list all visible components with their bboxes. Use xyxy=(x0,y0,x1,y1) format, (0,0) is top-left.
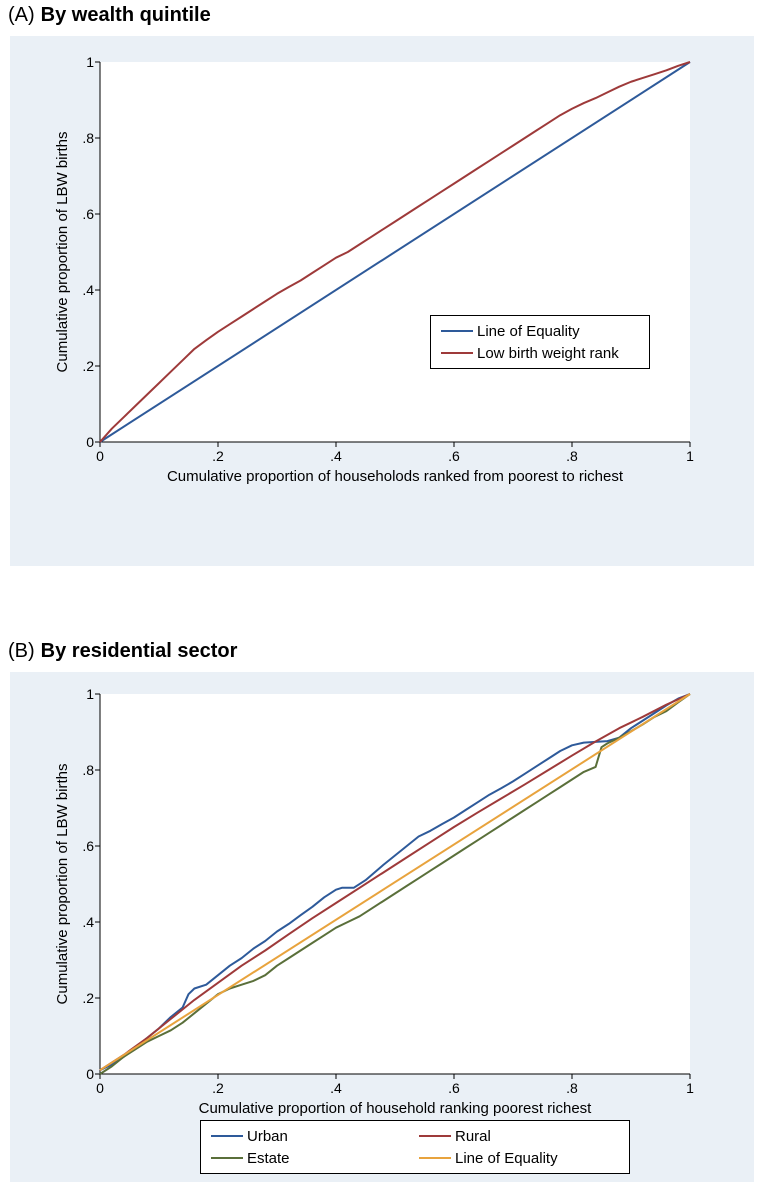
legend-swatch xyxy=(437,347,477,359)
x-tick-label: 0 xyxy=(96,448,104,464)
y-tick-label: .4 xyxy=(70,914,94,930)
panel-a-plot-area xyxy=(100,62,690,442)
panel-b-plot-area xyxy=(100,694,690,1074)
panel-a-legend: Line of Equality Low birth weight rank xyxy=(430,315,650,369)
x-tick-label: 1 xyxy=(686,1080,694,1096)
legend-label: Line of Equality xyxy=(455,1150,558,1167)
legend-label: Estate xyxy=(247,1150,290,1167)
legend-label: Line of Equality xyxy=(477,323,580,340)
x-tick-label: .2 xyxy=(212,448,224,464)
legend-item: Urban xyxy=(207,1125,415,1147)
y-tick-label: 1 xyxy=(70,686,94,702)
x-tick-label: 1 xyxy=(686,448,694,464)
y-tick-label: .4 xyxy=(70,282,94,298)
panel-a-letter: (A) xyxy=(8,4,35,26)
y-tick-label: .8 xyxy=(70,130,94,146)
x-tick-label: .4 xyxy=(330,1080,342,1096)
legend-swatch xyxy=(437,325,477,337)
x-tick-label: .6 xyxy=(448,448,460,464)
panel-b-letter: (B) xyxy=(8,640,35,662)
panel-b-title: (B) By residential sector xyxy=(8,640,237,663)
panel-b-legend: Urban Rural Estate Line of Equality xyxy=(200,1120,630,1174)
x-tick-label: .8 xyxy=(566,1080,578,1096)
panel-b-x-axis-label: Cumulative proportion of household ranki… xyxy=(100,1100,690,1117)
y-tick-label: .2 xyxy=(70,358,94,374)
y-tick-label: .6 xyxy=(70,838,94,854)
panel-b-y-axis-label: Cumulative proportion of LBW births xyxy=(54,694,71,1074)
panel-b-text: By residential sector xyxy=(41,640,238,662)
y-tick-label: 0 xyxy=(70,1066,94,1082)
legend-item: Estate xyxy=(207,1147,415,1169)
x-tick-label: .2 xyxy=(212,1080,224,1096)
panel-a-x-axis-label: Cumulative proportion of householods ran… xyxy=(100,468,690,485)
legend-swatch xyxy=(207,1152,247,1164)
panel-a-text: By wealth quintile xyxy=(41,4,211,26)
panel-a-lines xyxy=(100,62,690,442)
series-line xyxy=(100,694,690,1070)
legend-swatch xyxy=(415,1130,455,1142)
panel-a-y-axis-label: Cumulative proportion of LBW births xyxy=(54,62,71,442)
legend-label: Rural xyxy=(455,1128,491,1145)
legend-swatch xyxy=(415,1152,455,1164)
y-tick-label: 0 xyxy=(70,434,94,450)
page: (A) By wealth quintile Cumulative proport… xyxy=(0,0,764,1192)
panel-a-title: (A) By wealth quintile xyxy=(8,4,211,27)
y-tick-label: .6 xyxy=(70,206,94,222)
y-tick-label: .2 xyxy=(70,990,94,1006)
panel-b-lines xyxy=(100,694,690,1074)
y-tick-label: .8 xyxy=(70,762,94,778)
x-tick-label: .6 xyxy=(448,1080,460,1096)
legend-label: Low birth weight rank xyxy=(477,345,619,362)
x-tick-label: .8 xyxy=(566,448,578,464)
x-tick-label: .4 xyxy=(330,448,342,464)
legend-item: Low birth weight rank xyxy=(437,342,643,364)
legend-label: Urban xyxy=(247,1128,288,1145)
legend-item: Rural xyxy=(415,1125,623,1147)
y-tick-label: 1 xyxy=(70,54,94,70)
x-tick-label: 0 xyxy=(96,1080,104,1096)
legend-item: Line of Equality xyxy=(437,320,643,342)
series-line xyxy=(100,62,690,442)
legend-swatch xyxy=(207,1130,247,1142)
legend-item: Line of Equality xyxy=(415,1147,623,1169)
